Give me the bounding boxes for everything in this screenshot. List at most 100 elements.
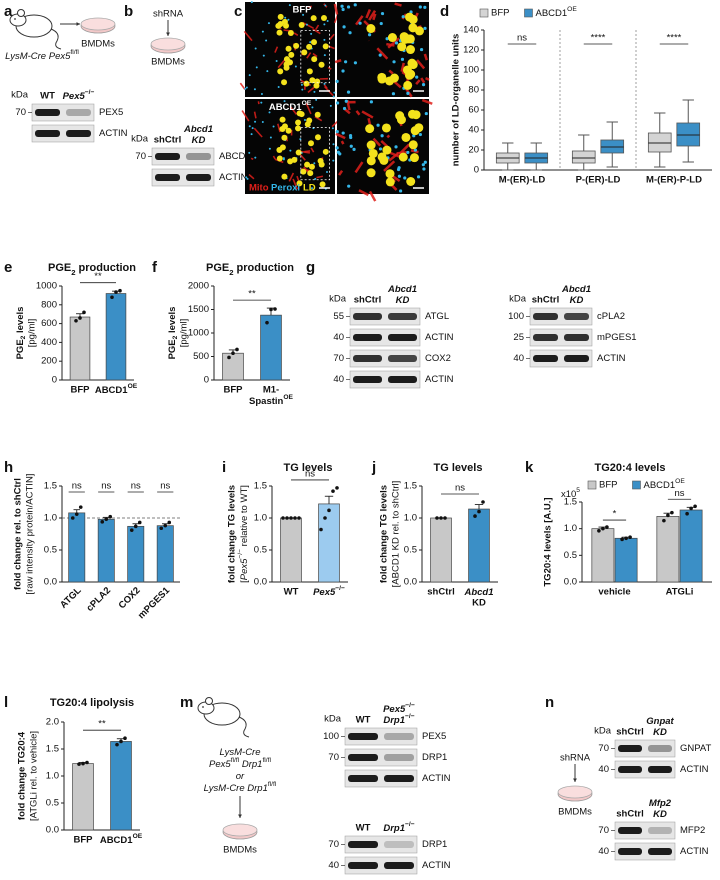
lipid-droplet [407,58,417,68]
lipid-droplet [314,111,321,118]
bar [468,508,490,583]
kda-marker: 40 [333,332,344,343]
peroxisome [423,160,427,164]
text-part: production [234,262,295,274]
peroxisome [268,111,271,114]
mito [386,42,395,47]
text-part: Gnpat [646,716,674,727]
blot-band [155,153,180,160]
legend-label: ABCD1OE [535,6,577,18]
peroxisome [323,82,326,85]
kda-marker: 40 [328,860,339,871]
chart-title: PGE2 production [48,262,136,277]
y-axis-label: fold change TG20:4 [17,731,28,820]
mito [248,173,255,180]
peroxisome [302,13,305,16]
kda-marker: 25 [513,332,524,343]
peroxisome [421,163,425,167]
text-part: 2 [20,335,27,339]
mito [272,155,276,160]
bar [156,525,174,583]
text-part: −/− [405,821,415,828]
text-part: Drp1 [383,715,405,726]
data-point [477,509,481,514]
data-point [689,506,693,511]
peroxisome [289,149,292,152]
peroxisome [250,133,253,136]
data-point [77,762,81,766]
bar [127,525,145,583]
peroxisome [277,85,280,88]
lipid-droplet [281,18,288,25]
lipid-droplet [365,124,375,134]
data-point [693,504,697,509]
panel-letter: a [4,3,13,20]
lane-label: KD [653,727,667,738]
text-part: −/− [85,89,95,96]
peroxisome [260,101,263,104]
protein-label: MFP2 [680,825,705,836]
text-part: 2 [71,268,75,277]
peroxisome [406,91,410,95]
data-point [115,742,119,747]
data-point [605,525,609,529]
peroxisome [323,23,326,26]
lipid-droplet [377,74,387,84]
data-point [133,524,138,529]
lane-label: KD [570,295,584,306]
peroxisome [400,57,405,61]
mito [288,172,295,182]
peroxisome [419,47,424,52]
y-tick-label: 80 [468,85,479,96]
data-point [601,526,605,531]
blot-band [35,130,60,137]
y-tick-label: 400 [41,337,57,348]
blot-band [564,355,589,362]
protein-label: ACTIN [422,860,451,871]
peroxisome [341,7,345,12]
peroxisome [261,30,264,33]
text-part: KD [570,295,584,306]
mouse-eye [14,18,16,20]
peroxisome [416,175,421,179]
significance-label: ns [72,481,82,492]
mito [307,5,313,8]
text-part: Drp1 [383,823,405,834]
lipid-droplet [382,145,392,155]
x-tick-label: BFP [71,385,91,396]
peroxisome [248,74,251,77]
y-axis-label: [ATGLi rel. to vehicle] [29,731,40,821]
blot-band [384,733,414,740]
lipid-droplet [293,42,300,49]
peroxisome [248,125,251,128]
mito [305,103,312,115]
mito [420,77,426,84]
panel-letter: c [234,3,242,20]
data-point [70,516,75,520]
mito [239,82,246,90]
peroxisome [422,167,426,171]
y-tick-label: 1.0 [564,523,577,534]
peroxisome [333,91,336,94]
kda-marker: 40 [333,374,344,385]
mito [365,9,372,19]
x-tick-label: Abcd1 [463,587,493,598]
kda-label: kDa [594,726,612,737]
data-point [159,526,164,531]
lipid-droplet [281,134,288,141]
peroxisome [310,32,313,35]
blot-band [348,841,378,848]
x-tick-label: Pex5−/− [313,585,345,597]
lipid-droplet [366,168,376,178]
lipid-droplet [285,45,292,52]
text-part: Abcd1 [561,284,591,295]
strain-label: Pex5fl/fl Drp1fl/fl [209,757,271,769]
peroxisome [288,4,291,7]
peroxisome [421,83,426,87]
protein-label: ACTIN [680,764,709,775]
blot-band [186,174,211,181]
data-point [81,761,85,766]
data-point [685,511,689,516]
y-tick-label: 0 [474,165,479,176]
x-tick-label: M-(ER)-LD [499,175,546,186]
